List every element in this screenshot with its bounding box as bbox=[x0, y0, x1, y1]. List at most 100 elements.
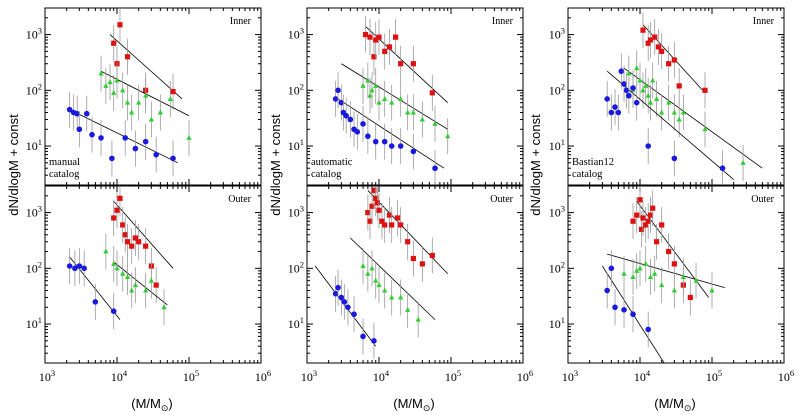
data-point-circle bbox=[343, 112, 349, 119]
data-point-triangle bbox=[107, 79, 113, 85]
tick-base: 10 bbox=[288, 28, 300, 42]
data-point-triangle bbox=[98, 70, 104, 76]
data-point-square bbox=[111, 215, 117, 221]
y-tick-label: 102 bbox=[549, 259, 565, 275]
fit-line-low bbox=[602, 265, 665, 363]
y-tick-label: 102 bbox=[288, 81, 304, 97]
y-tick-label: 101 bbox=[26, 315, 42, 331]
data-point-square bbox=[638, 226, 645, 232]
data-point-triangle bbox=[645, 92, 651, 98]
data-point-square bbox=[666, 248, 672, 255]
data-point-square bbox=[647, 212, 654, 218]
tick-exponent: 4 bbox=[646, 368, 651, 378]
data-point-square bbox=[362, 31, 369, 38]
data-point-circle bbox=[618, 68, 625, 75]
data-point-circle bbox=[604, 96, 610, 102]
x-tick-label: 103 bbox=[39, 368, 55, 384]
data-point-circle bbox=[110, 308, 117, 315]
y-tick-label: 103 bbox=[288, 204, 304, 220]
tick-exponent: 3 bbox=[38, 204, 42, 214]
panel-frame bbox=[306, 185, 524, 364]
data-point-triangle bbox=[693, 277, 699, 283]
x-tick-label: 106 bbox=[517, 368, 533, 384]
data-point-triangle bbox=[680, 273, 686, 279]
data-point-triangle bbox=[360, 82, 366, 88]
data-point-square bbox=[389, 222, 395, 228]
data-point-circle bbox=[66, 106, 73, 113]
tick-base: 10 bbox=[183, 370, 195, 384]
data-point-triangle bbox=[369, 87, 375, 93]
data-point-circle bbox=[142, 138, 149, 145]
tick-exponent: 2 bbox=[561, 81, 565, 91]
data-point-triangle bbox=[373, 82, 379, 88]
xlabel-main: (M/M bbox=[654, 396, 684, 411]
data-point-circle bbox=[81, 265, 87, 272]
tick-exponent: 6 bbox=[790, 368, 794, 378]
data-point-circle bbox=[608, 265, 615, 272]
data-point-circle bbox=[621, 81, 627, 87]
data-point-circle bbox=[626, 92, 632, 99]
data-point-square bbox=[645, 40, 651, 46]
data-point-circle bbox=[92, 299, 99, 305]
data-point-triangle bbox=[634, 267, 640, 273]
region-label: Outer bbox=[228, 194, 251, 205]
tick-exponent: 4 bbox=[385, 368, 390, 378]
data-point-square bbox=[124, 239, 131, 245]
data-point-triangle bbox=[148, 277, 154, 283]
ylabel-col-1: dN/dlogM + const bbox=[268, 114, 283, 216]
data-point-circle bbox=[381, 138, 388, 145]
data-point-circle bbox=[633, 99, 640, 106]
plot-area: 101102103Innermanualcatalog101102103Inne… bbox=[26, 7, 794, 384]
tick-exponent: 2 bbox=[300, 81, 304, 91]
region-label: Inner bbox=[753, 16, 775, 27]
data-point-square bbox=[640, 27, 646, 33]
tick-base: 10 bbox=[301, 370, 313, 384]
data-point-square bbox=[143, 243, 149, 249]
y-tick-label: 103 bbox=[549, 26, 565, 42]
data-point-square bbox=[371, 54, 377, 60]
data-point-square bbox=[136, 239, 142, 245]
data-point-circle bbox=[341, 299, 348, 305]
panel-data bbox=[604, 12, 763, 185]
xlabel-main: (M/M bbox=[393, 396, 423, 411]
data-point-square bbox=[117, 195, 123, 201]
data-point-square bbox=[129, 243, 135, 249]
data-point-triangle bbox=[398, 294, 404, 300]
data-point-triangle bbox=[626, 70, 632, 76]
data-point-triangle bbox=[186, 134, 192, 140]
region-label: Outer bbox=[751, 194, 774, 205]
xlabel-close: ) bbox=[168, 396, 172, 411]
data-point-triangle bbox=[143, 92, 149, 98]
data-point-square bbox=[373, 195, 379, 201]
tick-base: 10 bbox=[288, 317, 300, 331]
data-point-square bbox=[666, 61, 672, 67]
x-tick-label: 104 bbox=[111, 368, 128, 384]
data-point-square bbox=[702, 87, 708, 93]
data-point-triangle bbox=[652, 270, 658, 276]
fit-line-high bbox=[113, 200, 174, 269]
data-point-circle bbox=[335, 284, 341, 291]
data-point-square bbox=[410, 61, 416, 67]
data-point-circle bbox=[76, 126, 83, 133]
y-tick-label: 102 bbox=[26, 81, 42, 97]
tick-base: 10 bbox=[39, 370, 51, 384]
data-point-triangle bbox=[136, 99, 142, 105]
data-point-triangle bbox=[369, 265, 375, 271]
data-point-square bbox=[659, 48, 665, 54]
tick-base: 10 bbox=[634, 370, 646, 384]
tick-base: 10 bbox=[288, 261, 300, 275]
data-point-triangle bbox=[405, 306, 411, 312]
data-point-triangle bbox=[666, 99, 672, 105]
data-point-circle bbox=[153, 151, 159, 158]
region-label: Inner bbox=[492, 16, 514, 27]
data-point-circle bbox=[371, 338, 377, 344]
data-point-triangle bbox=[389, 99, 395, 105]
x-tick-label: 105 bbox=[706, 368, 722, 384]
tick-exponent: 6 bbox=[529, 368, 533, 378]
x-tick-label: 104 bbox=[373, 368, 390, 384]
data-point-triangle bbox=[382, 287, 388, 293]
tick-exponent: 1 bbox=[561, 137, 565, 147]
fit-line-mid bbox=[341, 63, 448, 130]
